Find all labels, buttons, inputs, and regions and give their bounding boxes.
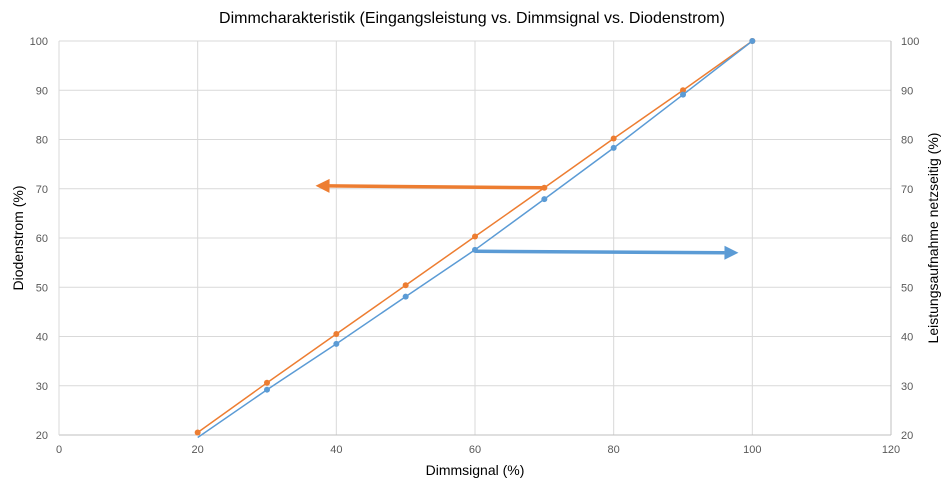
series-2-point <box>333 340 340 347</box>
chart-title: Dimmcharakteristik (Eingangsleistung vs.… <box>219 10 725 27</box>
series-2-point <box>610 144 617 151</box>
y-tick-label-right: 20 <box>901 430 913 442</box>
annotation-arrow-left <box>315 178 545 193</box>
y-tick-label-right: 80 <box>901 135 913 147</box>
y-tick-label-right: 50 <box>901 282 913 294</box>
y-tick-label-right: 90 <box>901 85 913 97</box>
series-2-point <box>680 91 686 98</box>
x-tick-label: 100 <box>743 444 761 456</box>
series-1-point <box>264 379 270 386</box>
series-2-point <box>402 293 409 300</box>
arrow-head <box>315 178 330 193</box>
y-tick-label-left: 100 <box>30 36 48 48</box>
y-tick-label-left: 60 <box>36 233 48 245</box>
y-tick-label-left: 30 <box>36 381 48 393</box>
series-1-point <box>194 429 201 436</box>
x-axis-title: Dimmsignal (%) <box>426 462 525 478</box>
y-tick-label-left: 20 <box>36 430 48 442</box>
x-tick-label: 0 <box>56 444 62 456</box>
x-tick-label: 40 <box>330 444 342 456</box>
y-tick-label-left: 90 <box>36 85 48 97</box>
y-tick-label-left: 50 <box>36 282 48 294</box>
y-axis-title-left: Diodenstrom (%) <box>10 185 26 290</box>
series-1-point <box>680 87 686 94</box>
y-tick-label-right: 60 <box>901 233 913 245</box>
x-tick-label: 20 <box>192 444 204 456</box>
arrow-shaft <box>474 249 725 255</box>
y-tick-label-left: 40 <box>36 332 48 344</box>
series-1-point <box>472 233 478 240</box>
x-tick-label: 60 <box>469 444 481 456</box>
x-tick-label: 80 <box>608 444 620 456</box>
series-layer <box>194 38 756 439</box>
y-tick-label-left: 70 <box>36 184 48 196</box>
series-1-point <box>333 331 340 338</box>
y-tick-label-right: 40 <box>901 332 913 344</box>
arrow-head <box>724 245 739 260</box>
x-tick-label: 120 <box>882 444 900 456</box>
series-2 <box>197 38 756 439</box>
series-2-point <box>264 386 270 393</box>
y-tick-label-right: 70 <box>901 184 913 196</box>
y-tick-label-right: 30 <box>901 381 913 393</box>
series-1-point <box>402 282 409 289</box>
series-2-point <box>749 38 756 44</box>
series-2-point <box>541 196 548 203</box>
y-tick-label-right: 100 <box>901 36 919 48</box>
series-1-point <box>610 135 617 142</box>
arrow-shaft <box>329 184 545 190</box>
y-tick-label-left: 80 <box>36 135 48 147</box>
y-axis-title-right: Leistungsaufnahme netzseitig (%) <box>925 133 941 344</box>
annotation-arrow-right <box>474 245 739 260</box>
annotations <box>315 178 739 260</box>
